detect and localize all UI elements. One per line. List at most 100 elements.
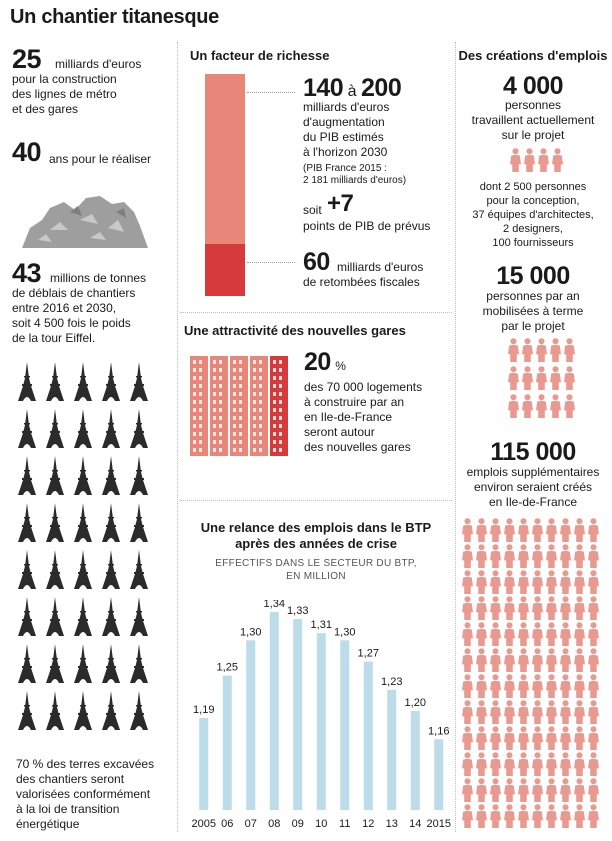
bar-09 bbox=[293, 619, 303, 810]
person-icon bbox=[518, 648, 529, 672]
b1-detail-4: 100 fournisseurs bbox=[492, 237, 574, 249]
person-icon bbox=[552, 148, 563, 172]
tick-label-09: 09 bbox=[292, 818, 304, 830]
person-icon bbox=[574, 778, 585, 802]
eiffel-tower-icon bbox=[18, 456, 36, 495]
building-icon bbox=[190, 356, 208, 456]
person-icon bbox=[504, 622, 515, 646]
person-icon bbox=[588, 726, 599, 750]
eiffel-tower-icon bbox=[46, 550, 64, 589]
value-label-12: 1,27 bbox=[358, 648, 379, 660]
pib-line-2: du PIB estimés bbox=[303, 130, 384, 144]
person-icon bbox=[550, 366, 561, 390]
person-icon bbox=[462, 726, 473, 750]
person-icon bbox=[564, 338, 575, 362]
person-icon bbox=[588, 752, 599, 776]
building-icon bbox=[230, 356, 248, 456]
stat-budget-line-3: et des gares bbox=[12, 102, 79, 116]
eiffel-tower-icon bbox=[74, 456, 92, 495]
b3-line-0: emplois supplémentaires bbox=[466, 465, 600, 479]
person-icon bbox=[462, 674, 473, 698]
person-icon bbox=[532, 570, 543, 594]
person-icon bbox=[546, 570, 557, 594]
person-icon bbox=[518, 518, 529, 542]
person-group-1 bbox=[510, 148, 570, 174]
eiffel-tower-icon bbox=[102, 691, 120, 730]
person-icon bbox=[490, 674, 501, 698]
pib-range-high: 200 bbox=[361, 74, 402, 102]
eiffel-tower-icon bbox=[102, 362, 120, 401]
person-icon bbox=[518, 674, 529, 698]
eiffel-tower-icon bbox=[46, 503, 64, 542]
section-divider-1 bbox=[180, 312, 452, 313]
person-icon bbox=[574, 674, 585, 698]
person-icon bbox=[518, 726, 529, 750]
eiffel-tower-icon bbox=[130, 597, 148, 636]
btp-bar-chart: 1,19 2005 1,25 06 1,30 07 1,34 08 1,33 09 1,31 10 1,… bbox=[192, 600, 451, 830]
bar-2005 bbox=[199, 718, 209, 810]
person-icon bbox=[588, 700, 599, 724]
stat-years-value: 40 bbox=[12, 137, 42, 167]
person-icon bbox=[588, 778, 599, 802]
person-icon bbox=[546, 778, 557, 802]
eiffel-tower-icon bbox=[74, 691, 92, 730]
person-icon bbox=[490, 544, 501, 568]
value-label-08: 1,34 bbox=[264, 600, 285, 610]
person-icon bbox=[588, 596, 599, 620]
person-icon bbox=[560, 700, 571, 724]
person-icon bbox=[546, 518, 557, 542]
tick-label-07: 07 bbox=[245, 818, 257, 830]
person-icon bbox=[504, 804, 515, 828]
person-icon bbox=[490, 778, 501, 802]
eiffel-tower-icon bbox=[102, 644, 120, 683]
eiffel-tower-icon bbox=[74, 362, 92, 401]
person-icon bbox=[532, 726, 543, 750]
person-icon bbox=[522, 338, 533, 362]
bar-06 bbox=[222, 675, 232, 810]
person-icon bbox=[532, 778, 543, 802]
pib-bar-segment bbox=[205, 74, 245, 244]
b3-line-1: environ seraient créés bbox=[473, 480, 593, 494]
eiffel-tower-icon bbox=[74, 597, 92, 636]
person-icon bbox=[476, 570, 487, 594]
person-group-2 bbox=[508, 338, 578, 422]
stat-debris-line-1: de déblais de chantiers bbox=[12, 286, 136, 300]
person-icon bbox=[462, 518, 473, 542]
person-icon bbox=[588, 518, 599, 542]
person-icon bbox=[490, 726, 501, 750]
person-icon bbox=[476, 752, 487, 776]
pib-note-1: 2 181 milliards d'euros) bbox=[303, 175, 407, 186]
person-icon bbox=[462, 570, 473, 594]
fiscal-line-1: de retombées fiscales bbox=[303, 275, 420, 289]
eiffel-tower-icon bbox=[74, 644, 92, 683]
b2-line-0: personnes par an bbox=[486, 289, 580, 303]
person-icon bbox=[546, 622, 557, 646]
person-icon bbox=[462, 700, 473, 724]
person-icon bbox=[462, 648, 473, 672]
person-icon bbox=[560, 518, 571, 542]
person-icon bbox=[560, 726, 571, 750]
person-icon bbox=[522, 394, 533, 418]
pib-line-3: à l'horizon 2030 bbox=[303, 145, 388, 159]
person-icon bbox=[476, 674, 487, 698]
person-icon bbox=[560, 648, 571, 672]
eiffel-tower-icon bbox=[130, 456, 148, 495]
person-icon bbox=[490, 596, 501, 620]
building-icon bbox=[250, 356, 268, 456]
person-icon bbox=[490, 648, 501, 672]
person-icon bbox=[504, 570, 515, 594]
person-icon bbox=[532, 674, 543, 698]
person-icon bbox=[574, 726, 585, 750]
eiffel-tower-icon bbox=[46, 409, 64, 448]
person-icon bbox=[538, 148, 549, 172]
person-icon bbox=[574, 752, 585, 776]
b1-line-1: travaillent actuellement bbox=[471, 113, 595, 127]
person-icon bbox=[546, 674, 557, 698]
eiffel-tower-icon bbox=[18, 691, 36, 730]
person-icon bbox=[532, 596, 543, 620]
person-icon bbox=[560, 778, 571, 802]
eiffel-tower-icon bbox=[130, 644, 148, 683]
eiffel-tower-icon bbox=[130, 503, 148, 542]
eiffel-tower-icon bbox=[102, 550, 120, 589]
person-icon bbox=[536, 338, 547, 362]
